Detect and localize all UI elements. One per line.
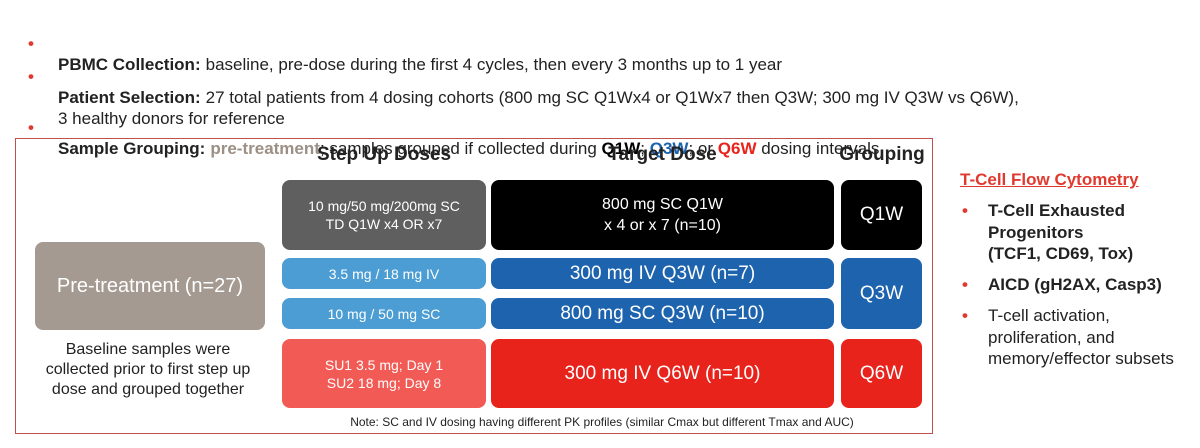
grouping-box: Q3W xyxy=(841,258,922,329)
bullet: • Sample Grouping: pre-treatment; samples… xyxy=(28,96,879,159)
grouping-box: Q6W xyxy=(841,339,922,408)
text: Q3W xyxy=(859,282,904,304)
bullet-label: Patient Selection: xyxy=(58,88,201,107)
bullet-dot: • xyxy=(28,34,34,53)
side-item: T-Cell Exhausted Progenitors (TCF1, CD69… xyxy=(988,200,1133,265)
text: 300 mg IV Q3W (n=7) xyxy=(569,262,756,284)
target-box: 800 mg SC Q1W x 4 or x 7 (n=10) xyxy=(491,180,834,250)
text: 800 mg SC Q1W xyxy=(602,196,723,213)
text: Q3W xyxy=(649,139,689,158)
target-box: 300 mg IV Q3W (n=7) xyxy=(491,258,834,289)
text: 10 mg/50 mg/200mg SC xyxy=(308,198,460,214)
text: Baseline samples were xyxy=(65,341,231,358)
text: x 4 or x 7 (n=10) xyxy=(604,217,721,234)
target-box: 800 mg SC Q3W (n=10) xyxy=(491,298,834,329)
bullet-dot: • xyxy=(962,275,968,294)
caption: Baseline samples were collected prior to… xyxy=(20,340,276,400)
text: 27 total patients from 4 dosing cohorts … xyxy=(205,88,1019,107)
text: TD Q1W x4 OR x7 xyxy=(325,216,443,232)
text: Progenitors xyxy=(988,222,1084,242)
bullet-dot: • xyxy=(962,306,968,325)
text: Q6W xyxy=(859,362,904,384)
text: Q1W xyxy=(601,139,641,158)
column-header: Grouping xyxy=(839,144,925,165)
bullet: • Patient Selection: 27 total patients fr… xyxy=(28,45,1019,128)
step-up-box: SU1 3.5 mg; Day 1 SU2 18 mg; Day 8 xyxy=(282,339,486,408)
side-title: T-Cell Flow Cytometry xyxy=(960,170,1139,189)
pretreatment-box: Pre-treatment (n=27) xyxy=(35,242,265,330)
text: ; or xyxy=(688,139,718,158)
side-item: T-cell activation, proliferation, and me… xyxy=(988,305,1174,370)
column-header: Step Up Doses xyxy=(316,144,452,165)
text: 300 mg IV Q6W (n=10) xyxy=(564,362,761,384)
step-up-box: 3.5 mg / 18 mg IV xyxy=(282,258,486,289)
text: ; xyxy=(640,139,650,158)
bullet-label: PBMC Collection: xyxy=(58,55,201,74)
text: pre-treatment xyxy=(210,139,320,158)
bullet-text: Patient Selection: 27 total patients from… xyxy=(58,87,1019,129)
diagram-frame xyxy=(15,138,933,434)
text: proliferation, and xyxy=(988,327,1115,347)
grouping-box: Q1W xyxy=(841,180,922,250)
text: dosing intervals xyxy=(756,139,880,158)
bullet-dot: • xyxy=(28,67,34,86)
bullet-text: Sample Grouping: pre-treatment; samples g… xyxy=(58,138,879,159)
side-item: AICD (gH2AX, Casp3) xyxy=(988,274,1162,296)
text: SU1 3.5 mg; Day 1 xyxy=(324,356,444,373)
text: 3 healthy donors for reference xyxy=(58,109,285,128)
text: 800 mg SC Q3W (n=10) xyxy=(560,302,765,324)
text: T-Cell Exhausted xyxy=(988,201,1125,220)
text: (TCF1, CD69, Tox) xyxy=(988,244,1134,263)
target-box: 300 mg IV Q6W (n=10) xyxy=(491,339,834,408)
text: 10 mg / 50 mg SC xyxy=(327,305,441,322)
text: ; samples grouped if collected during xyxy=(319,139,602,158)
text: collected prior to first step up xyxy=(45,361,251,378)
bullet: • PBMC Collection: baseline, pre-dose dur… xyxy=(28,12,782,75)
bullet-text: PBMC Collection: baseline, pre-dose durin… xyxy=(58,54,782,75)
bullet-label: Sample Grouping: xyxy=(58,139,206,158)
text: Pre-treatment (n=27) xyxy=(56,275,244,297)
text: T-cell activation, xyxy=(988,306,1110,325)
text: memory/effector subsets xyxy=(988,349,1174,368)
text: AICD (gH2AX, Casp3) xyxy=(988,275,1162,294)
text: 3.5 mg / 18 mg IV xyxy=(328,265,440,282)
column-header: Target Dose xyxy=(608,144,717,165)
text: Q6W xyxy=(717,139,757,158)
step-up-box: 10 mg/50 mg/200mg SC TD Q1W x4 OR x7 xyxy=(282,180,486,250)
text: SU2 18 mg; Day 8 xyxy=(326,374,442,391)
bullet-dot: • xyxy=(962,201,968,220)
text: dose and grouped together xyxy=(51,381,245,398)
step-up-box: 10 mg / 50 mg SC xyxy=(282,298,486,329)
text: Q1W xyxy=(859,204,904,225)
note: Note: SC and IV dosing having different … xyxy=(350,415,854,429)
bullet-dot: • xyxy=(28,118,34,137)
text: baseline, pre-dose during the first 4 cy… xyxy=(205,55,783,74)
